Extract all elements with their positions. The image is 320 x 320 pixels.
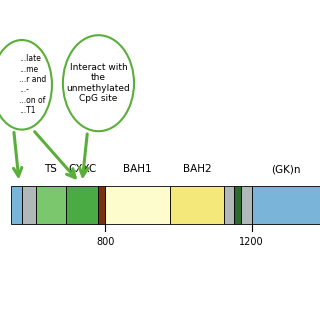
Bar (241, 186, 252, 224)
Bar (36, 186, 66, 224)
Bar (234, 186, 241, 224)
Text: TS: TS (44, 164, 57, 174)
Bar (66, 186, 99, 224)
Ellipse shape (63, 35, 134, 131)
Text: ...late
...me
...r and
...-
...on of
...T1: ...late ...me ...r and ...- ...on of ...… (19, 54, 46, 115)
Text: 1200: 1200 (239, 237, 264, 247)
Bar (99, 186, 105, 224)
Bar (22, 186, 36, 224)
Text: CXXC: CXXC (68, 164, 96, 174)
Text: BAH2: BAH2 (183, 164, 211, 174)
Text: 800: 800 (96, 237, 115, 247)
Text: (GK)n: (GK)n (271, 164, 300, 174)
Bar (11, 186, 22, 224)
Bar (105, 186, 170, 224)
Text: BAH1: BAH1 (123, 164, 152, 174)
Ellipse shape (0, 40, 52, 130)
Bar (224, 186, 234, 224)
Text: Interact with
the
unmethylated
CpG site: Interact with the unmethylated CpG site (67, 63, 130, 103)
Bar (252, 186, 320, 224)
Bar (170, 186, 224, 224)
